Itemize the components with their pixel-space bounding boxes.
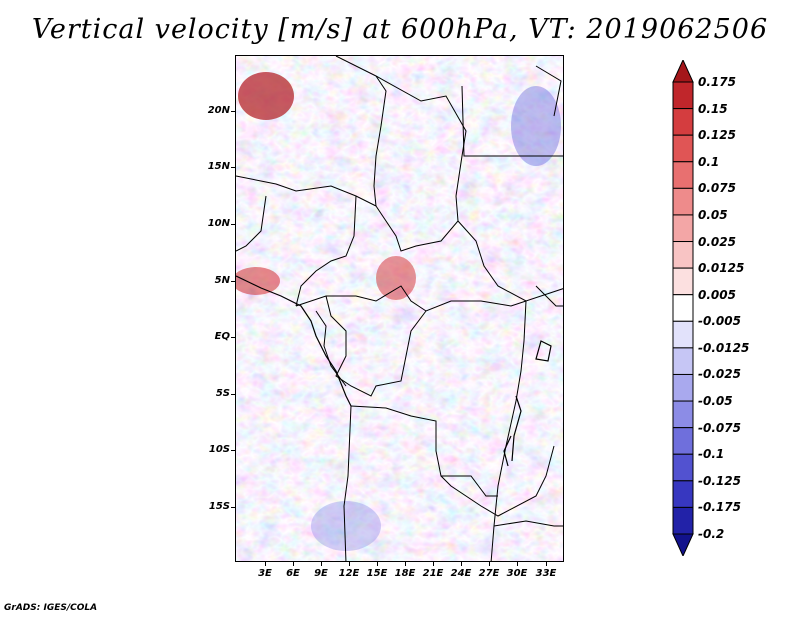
colorbar-box: [672, 241, 694, 269]
colorbar-bottom-arrow: [672, 533, 694, 556]
colorbar-box: [672, 187, 694, 216]
colorbar-box: [672, 427, 694, 455]
lat-label-10s: 10S: [208, 444, 230, 455]
lat-label-15s: 15S: [208, 501, 230, 512]
colorbar-box: [672, 134, 694, 163]
country-borders: [236, 56, 563, 561]
colorbar-box: [672, 108, 694, 136]
colorbar-label: -0.005: [698, 314, 741, 329]
lon-label-24e: 24E: [450, 568, 472, 579]
lat-label-5n: 5N: [214, 275, 230, 286]
x-tick: [293, 562, 294, 566]
lon-label-12e: 12E: [338, 568, 360, 579]
colorbar-label: 0.0125: [698, 261, 745, 276]
colorbar-label: -0.125: [698, 473, 741, 488]
colorbar-top-arrow: [672, 60, 694, 83]
colorbar-box: [672, 453, 694, 482]
ascent-gulf: [236, 267, 280, 295]
colorbar-label: 0.05: [698, 207, 728, 222]
x-tick: [489, 562, 490, 566]
map-title: Vertical velocity [m/s] at 600hPa, VT: 2…: [31, 14, 769, 45]
colorbar-box: [672, 161, 694, 189]
lon-label-15e: 15E: [366, 568, 388, 579]
x-tick: [517, 562, 518, 566]
descent-south: [311, 501, 381, 551]
ascent-central: [376, 256, 416, 300]
x-tick: [461, 562, 462, 566]
x-tick: [546, 562, 547, 566]
y-tick: [231, 167, 235, 168]
field-detail: [236, 56, 563, 561]
colorbar-box: [672, 267, 694, 296]
colorbar-box: [672, 373, 694, 402]
lat-label-10n: 10N: [207, 218, 230, 229]
y-tick: [231, 111, 235, 112]
colorbar-box: [672, 506, 694, 535]
y-tick: [231, 337, 235, 338]
colorbar: [672, 60, 694, 556]
lon-label-21e: 21E: [422, 568, 444, 579]
colorbar-label: 0.025: [698, 234, 736, 249]
colorbar-label: -0.1: [698, 447, 725, 462]
x-tick: [405, 562, 406, 566]
colorbar-label: 0.125: [698, 128, 736, 143]
lon-label-6e: 6E: [286, 568, 300, 579]
lat-label-eq: EQ: [214, 331, 230, 342]
y-tick: [231, 450, 235, 451]
map-plot-area: [235, 55, 564, 562]
colorbar-box: [672, 400, 694, 429]
colorbar-label: -0.025: [698, 367, 741, 382]
colorbar-box: [672, 347, 694, 375]
lat-label-20n: 20N: [207, 105, 230, 116]
x-tick: [265, 562, 266, 566]
x-tick: [377, 562, 378, 566]
x-tick: [433, 562, 434, 566]
colorbar-label: -0.05: [698, 394, 733, 409]
lon-label-3e: 3E: [258, 568, 272, 579]
lon-label-27e: 27E: [478, 568, 500, 579]
colorbar-label: 0.15: [698, 101, 728, 116]
y-tick: [231, 507, 235, 508]
lon-label-30e: 30E: [506, 568, 528, 579]
y-tick: [231, 394, 235, 395]
lon-label-9e: 9E: [314, 568, 328, 579]
y-tick: [231, 224, 235, 225]
colorbar-label: -0.075: [698, 420, 741, 435]
colorbar-label: 0.1: [698, 154, 720, 169]
y-tick: [231, 281, 235, 282]
lon-label-33e: 33E: [535, 568, 557, 579]
lon-label-18e: 18E: [394, 568, 416, 579]
descent-east: [511, 86, 561, 166]
x-tick: [321, 562, 322, 566]
lat-label-5s: 5S: [215, 388, 230, 399]
velocity-field: [236, 56, 563, 561]
colorbar-box: [672, 320, 694, 349]
lat-label-15n: 15N: [207, 161, 230, 172]
colorbar-box: [672, 214, 694, 243]
colorbar-label: 0.005: [698, 287, 736, 302]
colorbar-box: [672, 480, 694, 508]
colorbar-label: -0.2: [698, 527, 725, 541]
colorbar-box: [672, 81, 694, 110]
colorbar-label: 0.175: [698, 75, 736, 89]
grads-credit: GrADS: IGES/COLA: [4, 603, 98, 613]
coastline: [236, 275, 552, 467]
colorbar-box: [672, 294, 694, 322]
colorbar-label: -0.0125: [698, 340, 750, 355]
x-tick: [349, 562, 350, 566]
strong-ascent-nw: [238, 72, 294, 120]
colorbar-label: 0.075: [698, 181, 736, 196]
colorbar-label: -0.175: [698, 500, 741, 515]
